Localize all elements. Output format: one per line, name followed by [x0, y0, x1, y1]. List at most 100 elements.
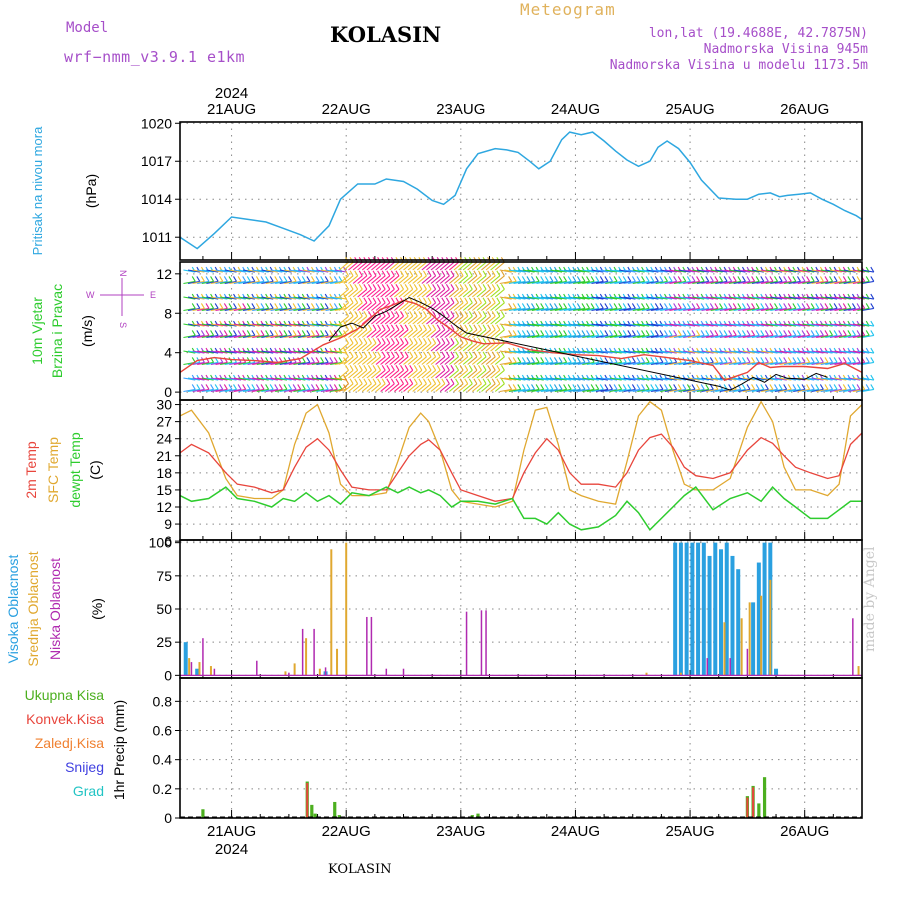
wind-barb-flag: [769, 357, 774, 363]
wind-barb-flag: [390, 284, 395, 290]
wind-barb: [545, 361, 558, 366]
direction-key-e: E: [150, 290, 156, 300]
wind-barb: [233, 361, 246, 366]
wind-barb: [210, 269, 223, 273]
dewpoint-axis-title: dewpt Temp: [67, 432, 83, 507]
wind-barb: [811, 361, 824, 366]
wind-barb: [664, 323, 677, 327]
wind-barb: [802, 307, 815, 312]
wind-barb: [384, 383, 395, 392]
wind-barb-flag: [422, 297, 427, 304]
wind-barb: [476, 383, 487, 392]
wind-barb-flag: [746, 330, 751, 336]
wind-barb-flag: [468, 297, 473, 304]
cloud-unit: (%): [89, 598, 105, 620]
wind-barb-flag: [301, 303, 306, 309]
wind-barb: [701, 323, 714, 327]
wind-barb: [393, 288, 404, 298]
wind-barb: [192, 350, 205, 354]
wind-barb: [421, 329, 432, 338]
wind-barb: [793, 323, 806, 327]
wind-barb: [641, 307, 654, 312]
wind-barb-flag: [320, 303, 325, 309]
wind-barb-flag: [769, 303, 774, 309]
wind-barb-flag: [436, 378, 441, 385]
wind-barb: [770, 377, 783, 381]
wind-barb: [550, 334, 563, 339]
wind-barb: [215, 280, 228, 285]
wind-barb: [793, 388, 806, 393]
wind-barb-flag: [737, 303, 742, 309]
wind-barb-flag: [760, 357, 765, 363]
wind-barb: [247, 334, 260, 339]
wind-barb: [834, 307, 847, 312]
wind-barb: [206, 296, 219, 300]
y-tick-label: 12: [156, 266, 172, 282]
wind-barb: [573, 269, 586, 273]
wind-barb: [788, 280, 801, 285]
wind-barb: [481, 356, 492, 365]
wind-barb-flag: [496, 378, 501, 385]
wind-barb-flag: [810, 303, 815, 309]
wind-barb-flag: [329, 303, 334, 309]
wind-barb: [430, 383, 441, 392]
wind-barb: [275, 361, 288, 366]
wind-barb-flag: [838, 330, 843, 336]
wind-barb: [701, 350, 714, 354]
wind-barb: [508, 388, 521, 393]
wind-barb-flag: [297, 384, 302, 390]
wind-barb-flag: [473, 351, 478, 358]
wind-barb: [683, 388, 696, 393]
wind-barb-flag: [464, 378, 469, 385]
wind-barb: [701, 269, 714, 273]
wind-barb-flag: [783, 384, 788, 390]
wind-barb-flag: [377, 324, 382, 331]
wind-barb: [779, 377, 792, 381]
wind-barb-flag: [377, 378, 382, 385]
wind-barb: [490, 315, 501, 325]
wind-barb-flag: [464, 270, 469, 277]
wind-barb-flag: [310, 276, 315, 282]
wind-barb-flag: [526, 330, 531, 336]
wind-barb: [220, 280, 233, 285]
wind-barb-flag: [422, 324, 427, 331]
wind-barb: [366, 329, 377, 338]
wind-barb: [724, 307, 737, 312]
wind-barb: [224, 307, 237, 312]
wind-barb-flag: [517, 303, 522, 309]
wind-barb: [586, 388, 599, 393]
wind-barb: [430, 369, 441, 379]
wind-barb: [568, 323, 581, 327]
wind-barb: [857, 323, 870, 327]
wind-barb: [651, 323, 664, 327]
wind-barb: [435, 383, 446, 392]
wind-barb: [518, 361, 531, 366]
day-label-top: 24AUG: [551, 101, 600, 118]
wind-barb: [357, 342, 368, 352]
wind-barb: [206, 307, 219, 312]
wind-barb: [577, 350, 590, 354]
wind-barb: [485, 288, 496, 298]
wind-barb: [490, 356, 501, 365]
wind-barb-flag: [618, 384, 623, 390]
wind-barb: [628, 323, 641, 327]
wind-barb: [307, 377, 320, 381]
wind-barb: [540, 296, 553, 300]
wind-barb: [710, 280, 723, 285]
wind-barb: [302, 280, 315, 285]
wind-barb-flag: [367, 270, 372, 277]
wind-barb-flag: [349, 378, 354, 385]
wind-barb: [412, 275, 423, 284]
wind-barb-flag: [852, 357, 856, 363]
wind-barb: [316, 307, 329, 312]
wind-barb: [462, 342, 473, 352]
wind-barb: [536, 323, 549, 327]
wind-barb: [247, 269, 260, 273]
wind-barb: [307, 296, 320, 300]
wind-barb: [421, 342, 432, 352]
wind-barb: [600, 334, 613, 339]
wind-barb: [756, 388, 769, 393]
wind-barb: [197, 280, 210, 285]
wind-barb-flag: [200, 303, 205, 309]
wind-barb: [673, 377, 686, 381]
